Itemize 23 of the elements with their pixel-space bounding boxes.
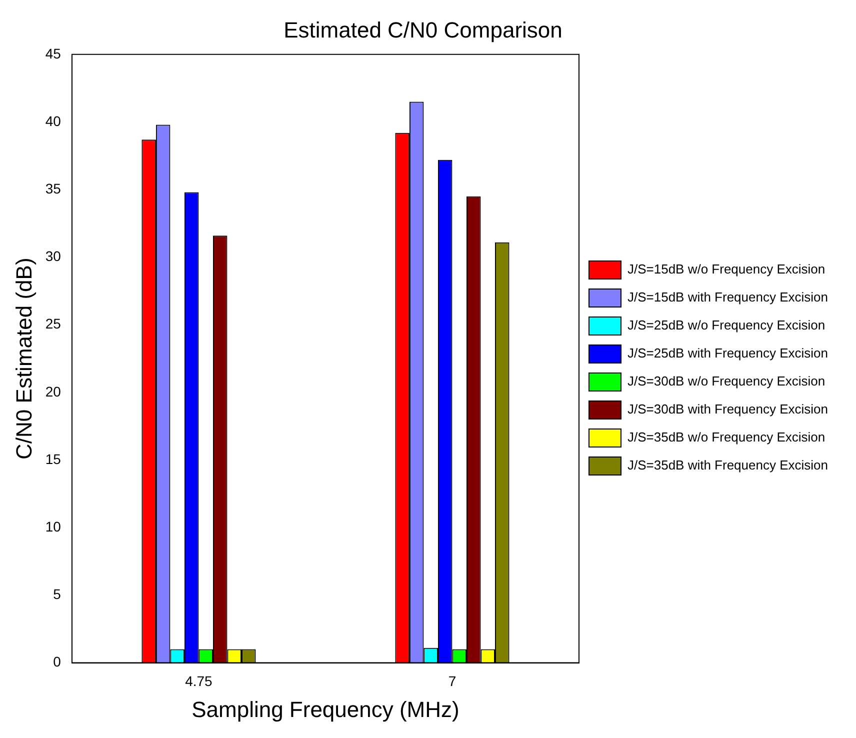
legend-label: J/S=25dB with Frequency Excision bbox=[627, 346, 828, 361]
y-tick-label: 35 bbox=[45, 180, 62, 196]
y-tick-label: 10 bbox=[45, 518, 62, 534]
legend-label: J/S=30dB w/o Frequency Excision bbox=[627, 374, 826, 389]
legend-label: J/S=15dB w/o Frequency Excision bbox=[627, 262, 826, 277]
y-tick-label: 45 bbox=[45, 45, 62, 62]
y-tick-label: 20 bbox=[45, 383, 62, 400]
x-tick-label: 4.75 bbox=[185, 673, 213, 690]
y-tick-label: 25 bbox=[45, 316, 62, 332]
legend-label: J/S=15dB with Frequency Excision bbox=[627, 290, 828, 305]
y-tick-label: 0 bbox=[53, 654, 62, 670]
y-tick-label: 40 bbox=[45, 112, 62, 129]
y-tick-label: 15 bbox=[45, 450, 62, 467]
legend-label: J/S=25dB w/o Frequency Excision bbox=[627, 318, 826, 333]
legend-label: J/S=35dB with Frequency Excision bbox=[627, 458, 828, 473]
y-tick-label: 30 bbox=[45, 248, 62, 264]
chart-title: Estimated C/N0 Comparison bbox=[284, 17, 562, 42]
y-axis-title: C/N0 Estimated (dB) bbox=[11, 258, 36, 460]
x-tick-label: 7 bbox=[448, 673, 456, 690]
legend-label: J/S=35dB w/o Frequency Excision bbox=[627, 430, 826, 445]
legend-label: J/S=30dB with Frequency Excision bbox=[627, 402, 828, 417]
y-tick-label: 5 bbox=[53, 586, 62, 602]
x-axis-title: Sampling Frequency (MHz) bbox=[192, 696, 460, 722]
